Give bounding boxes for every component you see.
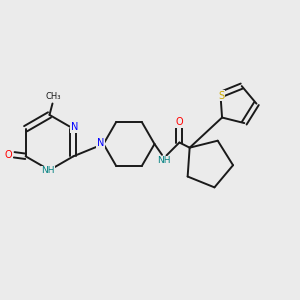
Text: CH₃: CH₃ xyxy=(46,92,61,101)
Text: NH: NH xyxy=(157,156,170,165)
Text: O: O xyxy=(176,117,183,127)
Text: NH: NH xyxy=(41,167,55,176)
Text: N: N xyxy=(71,122,79,132)
Text: S: S xyxy=(218,91,224,100)
Text: N: N xyxy=(97,138,104,148)
Text: O: O xyxy=(5,150,13,160)
